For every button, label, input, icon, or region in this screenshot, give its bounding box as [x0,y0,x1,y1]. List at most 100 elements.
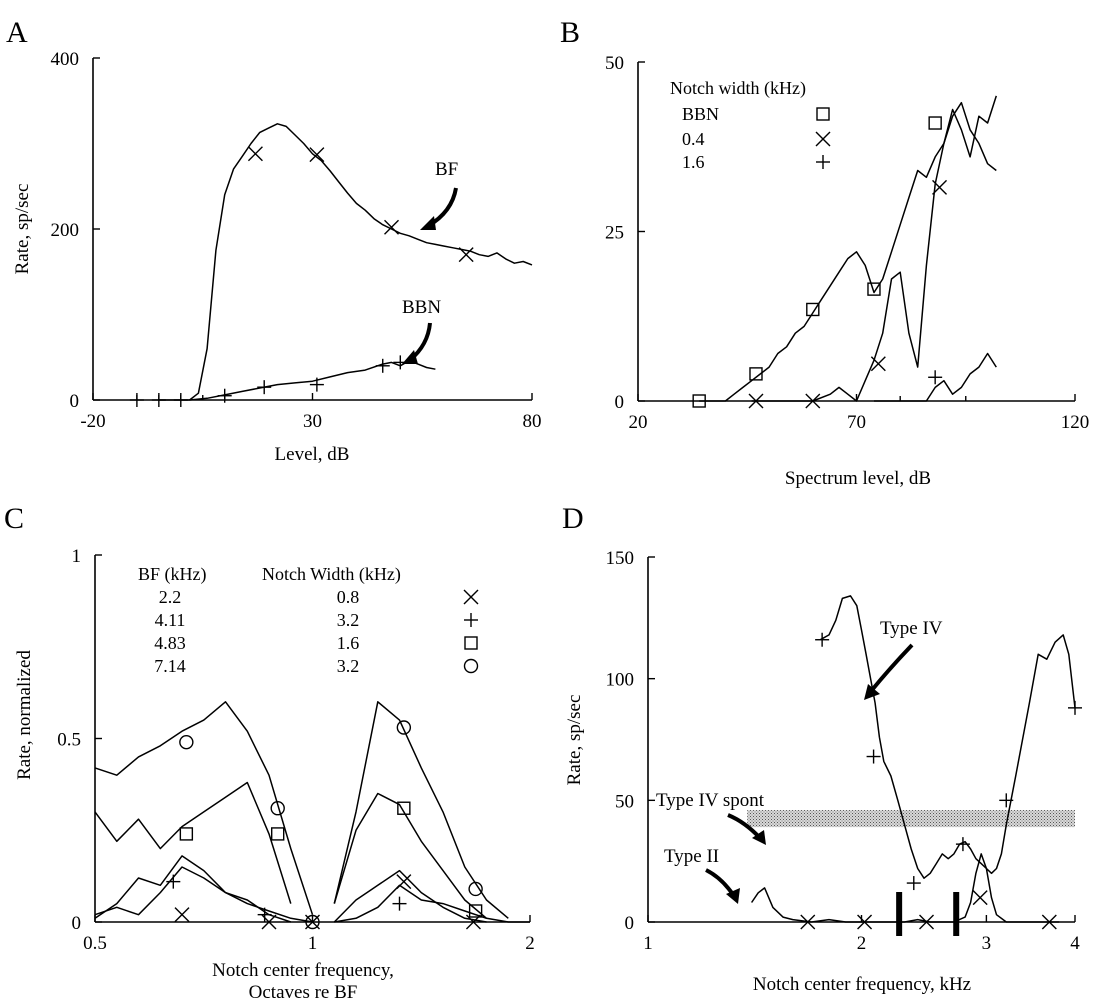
panel-c-series-3-marker [396,720,412,735]
annotation-type-ii-arrow [705,868,736,898]
annotation-type-iv: Type IV [880,618,943,639]
panel-a-y-tick-label: 400 [51,49,80,70]
panel-c-series-1-marker [166,874,181,889]
panel-b-x-tick-label: 120 [1061,412,1090,433]
panel-c-series-1-marker [392,896,407,911]
panel-d-vertical-bar-1 [953,892,960,936]
annotation-bbn: BBN [402,297,441,318]
panel-d-series-1-marker [919,914,935,930]
panel-b-letter: B [560,16,580,49]
panel-a-y-label: Rate, sp/sec [12,184,33,275]
panel-c-series-3-marker [179,734,194,750]
panel-b-series-1-marker [932,179,948,195]
panel-c-y-tick-label: 1 [72,546,82,567]
panel-b-series-1-marker [748,393,764,409]
panel-b-x-tick-label: 20 [629,412,648,433]
panel-d-series-0-marker [866,749,881,764]
panel-c-series-3-marker [468,881,483,897]
panel-a-x-tick-label: 30 [303,411,322,432]
panel-c-legend-bf-3: 4.83 [154,633,186,653]
panel-d-series-0-marker [955,837,970,852]
panel-a-series-bf-marker [384,219,400,235]
panel-b-series-2-line [874,352,997,402]
panel-b-legend-marker-0 [816,107,830,121]
panel-d-ticks: 1 2 3 4 0 50 100 150 [606,548,1081,954]
panel-c-series-2-line-1 [333,792,487,919]
panel-d-vertical-bar-0 [896,892,903,936]
panel-a-x-label: Level, dB [275,444,350,465]
panel-b-series-0-marker [749,367,763,381]
panel-d-series-0-marker [1068,700,1082,715]
panel-d-series-1-line [750,853,1060,923]
panel-c-legend-header-bf: BF (kHz) [138,564,207,585]
panel-c-legend: 2.2 4.11 4.83 7.14 0.8 3.2 1.6 3.2 [154,587,359,676]
panel-a-series-bbn-marker [309,377,324,392]
panel-c-x-tick-label: 2 [525,933,535,954]
panel-d-x-tick-label: 2 [857,933,867,954]
panel-a-series-bbn-marker [173,393,188,407]
panel-d-y-tick-label: 100 [606,670,635,691]
panel-c-legend-marker-1 [464,613,478,627]
panel-d-series-1-marker [1041,914,1057,930]
panel-a-series-bbn-marker [257,380,272,395]
panel-b-legend-markers [815,107,831,169]
panel-c-x-label-line2: Octaves re BF [249,982,358,1001]
type-iv-spont-band [747,810,1075,828]
panel-c-series-1-line-1 [333,869,487,923]
panel-c-series-3-marker [270,801,285,816]
panel-a-x-tick-label: -20 [80,411,105,432]
panel-a-series-bf-marker [247,146,263,162]
panel-c-series-0-line-0 [94,866,313,923]
annotation-type-iv-spont: Type IV spont [656,790,765,811]
panel-c-y-label: Rate, normalized [14,650,35,780]
panel-c-letter: C [4,502,24,535]
panel-a-series-bbn-marker [129,393,144,407]
panel-c-series-2-line-0 [94,781,292,904]
annotation-bf: BF [435,159,458,180]
panel-b-y-tick-label: 50 [605,53,624,74]
panel-b-legend-marker-2 [816,155,830,169]
panel-b-legend-label-bbn: BBN [682,104,719,124]
panel-a-series-bbn-marker [217,388,232,403]
panel-d-data [750,595,1082,930]
panel-c-legend-bf-4: 7.14 [154,656,186,676]
panel-c-legend-bf-2: 4.11 [155,610,186,630]
annotation-type-ii: Type II [664,846,719,867]
panel-b-y-tick-label: 25 [605,223,624,244]
panel-c-legend-markers [463,589,479,674]
annotation-bbn-arrowhead [402,350,418,364]
panel-a-series-bf-marker [309,147,325,163]
panel-b-series-0-marker [806,302,820,317]
panel-c-data [94,701,530,930]
panel-c-legend-marker-2 [464,636,478,650]
panel-c-series-2-marker [179,827,194,841]
panel-c-series-2-marker [271,827,285,841]
panel-b-x-tick-label: 70 [847,412,866,433]
annotation-type-iv-arrowhead [864,684,880,700]
panel-a-series-bf-marker [458,247,474,263]
panel-c-legend-bf-1: 2.2 [159,587,182,607]
panel-d-y-tick-label: 50 [615,791,634,812]
panel-a-series-bbn-marker [375,358,390,373]
panel-d-vertical-bars [896,892,960,936]
panel-a-y-tick-label: 0 [70,391,80,412]
panel-c-series-2-marker [468,904,483,918]
panel-a-series-bbn-marker [151,393,166,407]
panel-b-data [692,95,998,409]
panel-c: C 0.5 1 200.51 Notch center frequency, Oct… [4,502,535,1001]
panel-c-legend-nw-4: 3.2 [337,656,360,676]
panel-b-series-1-marker [870,356,886,372]
panel-a-x-tick-label: 80 [523,411,542,432]
panel-b: B 20 70 120 0 25 50 Spectrum level, dB Notch … [560,16,1089,489]
panel-c-series-0-marker [174,907,190,923]
panel-d-y-label: Rate, sp/sec [564,695,585,786]
annotation-bf-arrowhead [420,216,436,230]
panel-d-series-1-marker [800,914,816,930]
panel-c-legend-nw-3: 1.6 [337,633,360,653]
panel-a-ticks: -20 30 80 0 200 400 [51,49,542,432]
panel-d-letter: D [562,502,584,535]
panel-b-legend-label-04: 0.4 [682,129,705,149]
panel-c-legend-marker-3 [463,658,479,674]
annotation-type-ii-arrowhead [726,888,740,904]
